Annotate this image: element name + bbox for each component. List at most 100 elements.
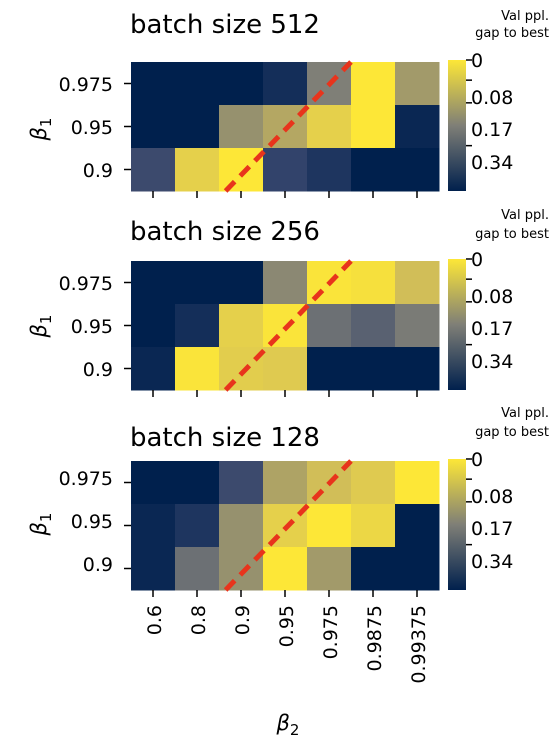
colorbar-tick-label: 0.08 xyxy=(471,87,513,109)
heatmap-cell xyxy=(219,148,264,192)
heatmap-cell xyxy=(131,461,176,505)
heatmap-cell xyxy=(131,62,176,106)
y-tick-label: 0.9 xyxy=(83,359,113,381)
heatmap-panel-bs512: batch size 512 0.975 0.95 0.9 β1 Val ppl… xyxy=(27,9,549,198)
y-tick-label: 0.95 xyxy=(71,316,113,338)
y-tick-labels: 0.975 0.95 0.9 xyxy=(59,273,113,381)
y-axis-label: β1 xyxy=(27,513,55,537)
panel-title: batch size 256 xyxy=(130,217,320,247)
y-tick-label: 0.975 xyxy=(59,74,113,96)
heatmap-cell xyxy=(219,261,264,305)
heatmap-cell xyxy=(263,62,308,106)
heatmap-cell xyxy=(395,461,440,505)
heatmap-cell xyxy=(307,347,352,391)
heatmap-cell xyxy=(131,547,176,591)
heatmap-cell xyxy=(351,105,396,149)
colorbar-gradient xyxy=(448,459,466,590)
heatmap-cell xyxy=(395,504,440,548)
heatmap-cell xyxy=(175,62,220,106)
x-tick-label: 0.95 xyxy=(276,605,298,647)
heatmap-cells xyxy=(124,259,440,397)
colorbar: Val ppl. gap to best 0 0.08 0.17 0.34 xyxy=(448,9,549,191)
heatmap-cell xyxy=(131,347,176,391)
heatmap-cell xyxy=(395,62,440,106)
y-axis-label: β1 xyxy=(27,315,55,339)
heatmap-cell xyxy=(351,461,396,505)
heatmap-cell xyxy=(131,105,176,149)
heatmap-cell xyxy=(395,304,440,348)
y-tick-labels: 0.975 0.95 0.9 xyxy=(59,468,113,576)
heatmap-cell xyxy=(263,261,308,305)
y-tick-label: 0.9 xyxy=(83,554,113,576)
heatmap-cell xyxy=(219,504,264,548)
heatmap-cell xyxy=(307,304,352,348)
heatmap-cell xyxy=(131,504,176,548)
x-tick-label: 0.6 xyxy=(144,605,166,635)
diagonal-line xyxy=(223,60,353,193)
x-tick-label: 0.99375 xyxy=(408,605,430,684)
heatmap-cell xyxy=(307,105,352,149)
panel-title: batch size 512 xyxy=(130,10,320,40)
diagonal-line xyxy=(223,459,353,592)
colorbar-gradient xyxy=(448,259,466,390)
y-tick-label: 0.975 xyxy=(59,273,113,295)
y-tick-label: 0.975 xyxy=(59,468,113,490)
colorbar: Val ppl. gap to best 0 0.08 0.17 0.34 xyxy=(448,406,549,590)
heatmap-cell xyxy=(351,62,396,106)
colorbar-title: Val ppl. xyxy=(501,9,549,24)
heatmap-cell xyxy=(307,148,352,192)
heatmap-cell xyxy=(395,148,440,192)
colorbar-tick-label: 0 xyxy=(471,50,483,72)
heatmap-cell xyxy=(219,347,264,391)
heatmap-cell xyxy=(351,347,396,391)
heatmap-panel-bs128: batch size 128 0.975 0.95 0.9 β1 Val ppl… xyxy=(27,406,549,739)
diagonal-line xyxy=(223,259,353,392)
y-axis-label: β1 xyxy=(27,118,55,142)
heatmap-cell xyxy=(351,261,396,305)
colorbar-tick-label: 0 xyxy=(471,449,483,471)
colorbar-tick-label: 0 xyxy=(471,249,483,271)
colorbar-title: gap to best xyxy=(475,26,549,41)
heatmap-cell xyxy=(395,347,440,391)
colorbar-title: gap to best xyxy=(475,425,549,440)
colorbar: Val ppl. gap to best 0 0.08 0.17 0.34 xyxy=(448,208,549,390)
heatmap-cell xyxy=(175,304,220,348)
colorbar-tick-label: 0.17 xyxy=(471,119,513,141)
x-axis-label: β2 xyxy=(276,711,300,739)
colorbar-title: Val ppl. xyxy=(501,208,549,223)
heatmap-cells xyxy=(124,60,440,198)
y-tick-labels: 0.975 0.95 0.9 xyxy=(59,74,113,182)
x-tick-label: 0.8 xyxy=(188,605,210,635)
heatmap-cells xyxy=(124,459,440,597)
colorbar-tick-label: 0.08 xyxy=(471,486,513,508)
heatmap-cell xyxy=(131,304,176,348)
heatmap-cell xyxy=(263,148,308,192)
colorbar-title: Val ppl. xyxy=(501,406,549,421)
colorbar-tick-label: 0.17 xyxy=(471,518,513,540)
heatmap-cell xyxy=(175,261,220,305)
heatmap-cell xyxy=(219,304,264,348)
heatmap-cell xyxy=(395,547,440,591)
y-tick-label: 0.95 xyxy=(71,511,113,533)
heatmap-cell xyxy=(351,504,396,548)
heatmap-cell xyxy=(175,105,220,149)
heatmap-cell xyxy=(131,148,176,192)
heatmap-cell xyxy=(263,347,308,391)
heatmap-cell xyxy=(175,347,220,391)
heatmap-cell xyxy=(263,547,308,591)
heatmap-cell xyxy=(175,148,220,192)
heatmap-cell xyxy=(175,547,220,591)
x-tick-label: 0.9875 xyxy=(364,605,386,671)
heatmap-cell xyxy=(395,105,440,149)
x-tick-labels: 0.6 0.8 0.9 0.95 0.975 0.9875 0.99375 xyxy=(144,605,430,684)
heatmap-cell xyxy=(307,547,352,591)
heatmap-cell xyxy=(219,547,264,591)
heatmap-cell xyxy=(351,148,396,192)
heatmap-cell xyxy=(131,261,176,305)
panel-title: batch size 128 xyxy=(130,423,320,453)
heatmap-cell xyxy=(263,461,308,505)
colorbar-tick-label: 0.34 xyxy=(471,351,513,373)
y-tick-label: 0.9 xyxy=(83,160,113,182)
colorbar-tick-label: 0.17 xyxy=(471,318,513,340)
